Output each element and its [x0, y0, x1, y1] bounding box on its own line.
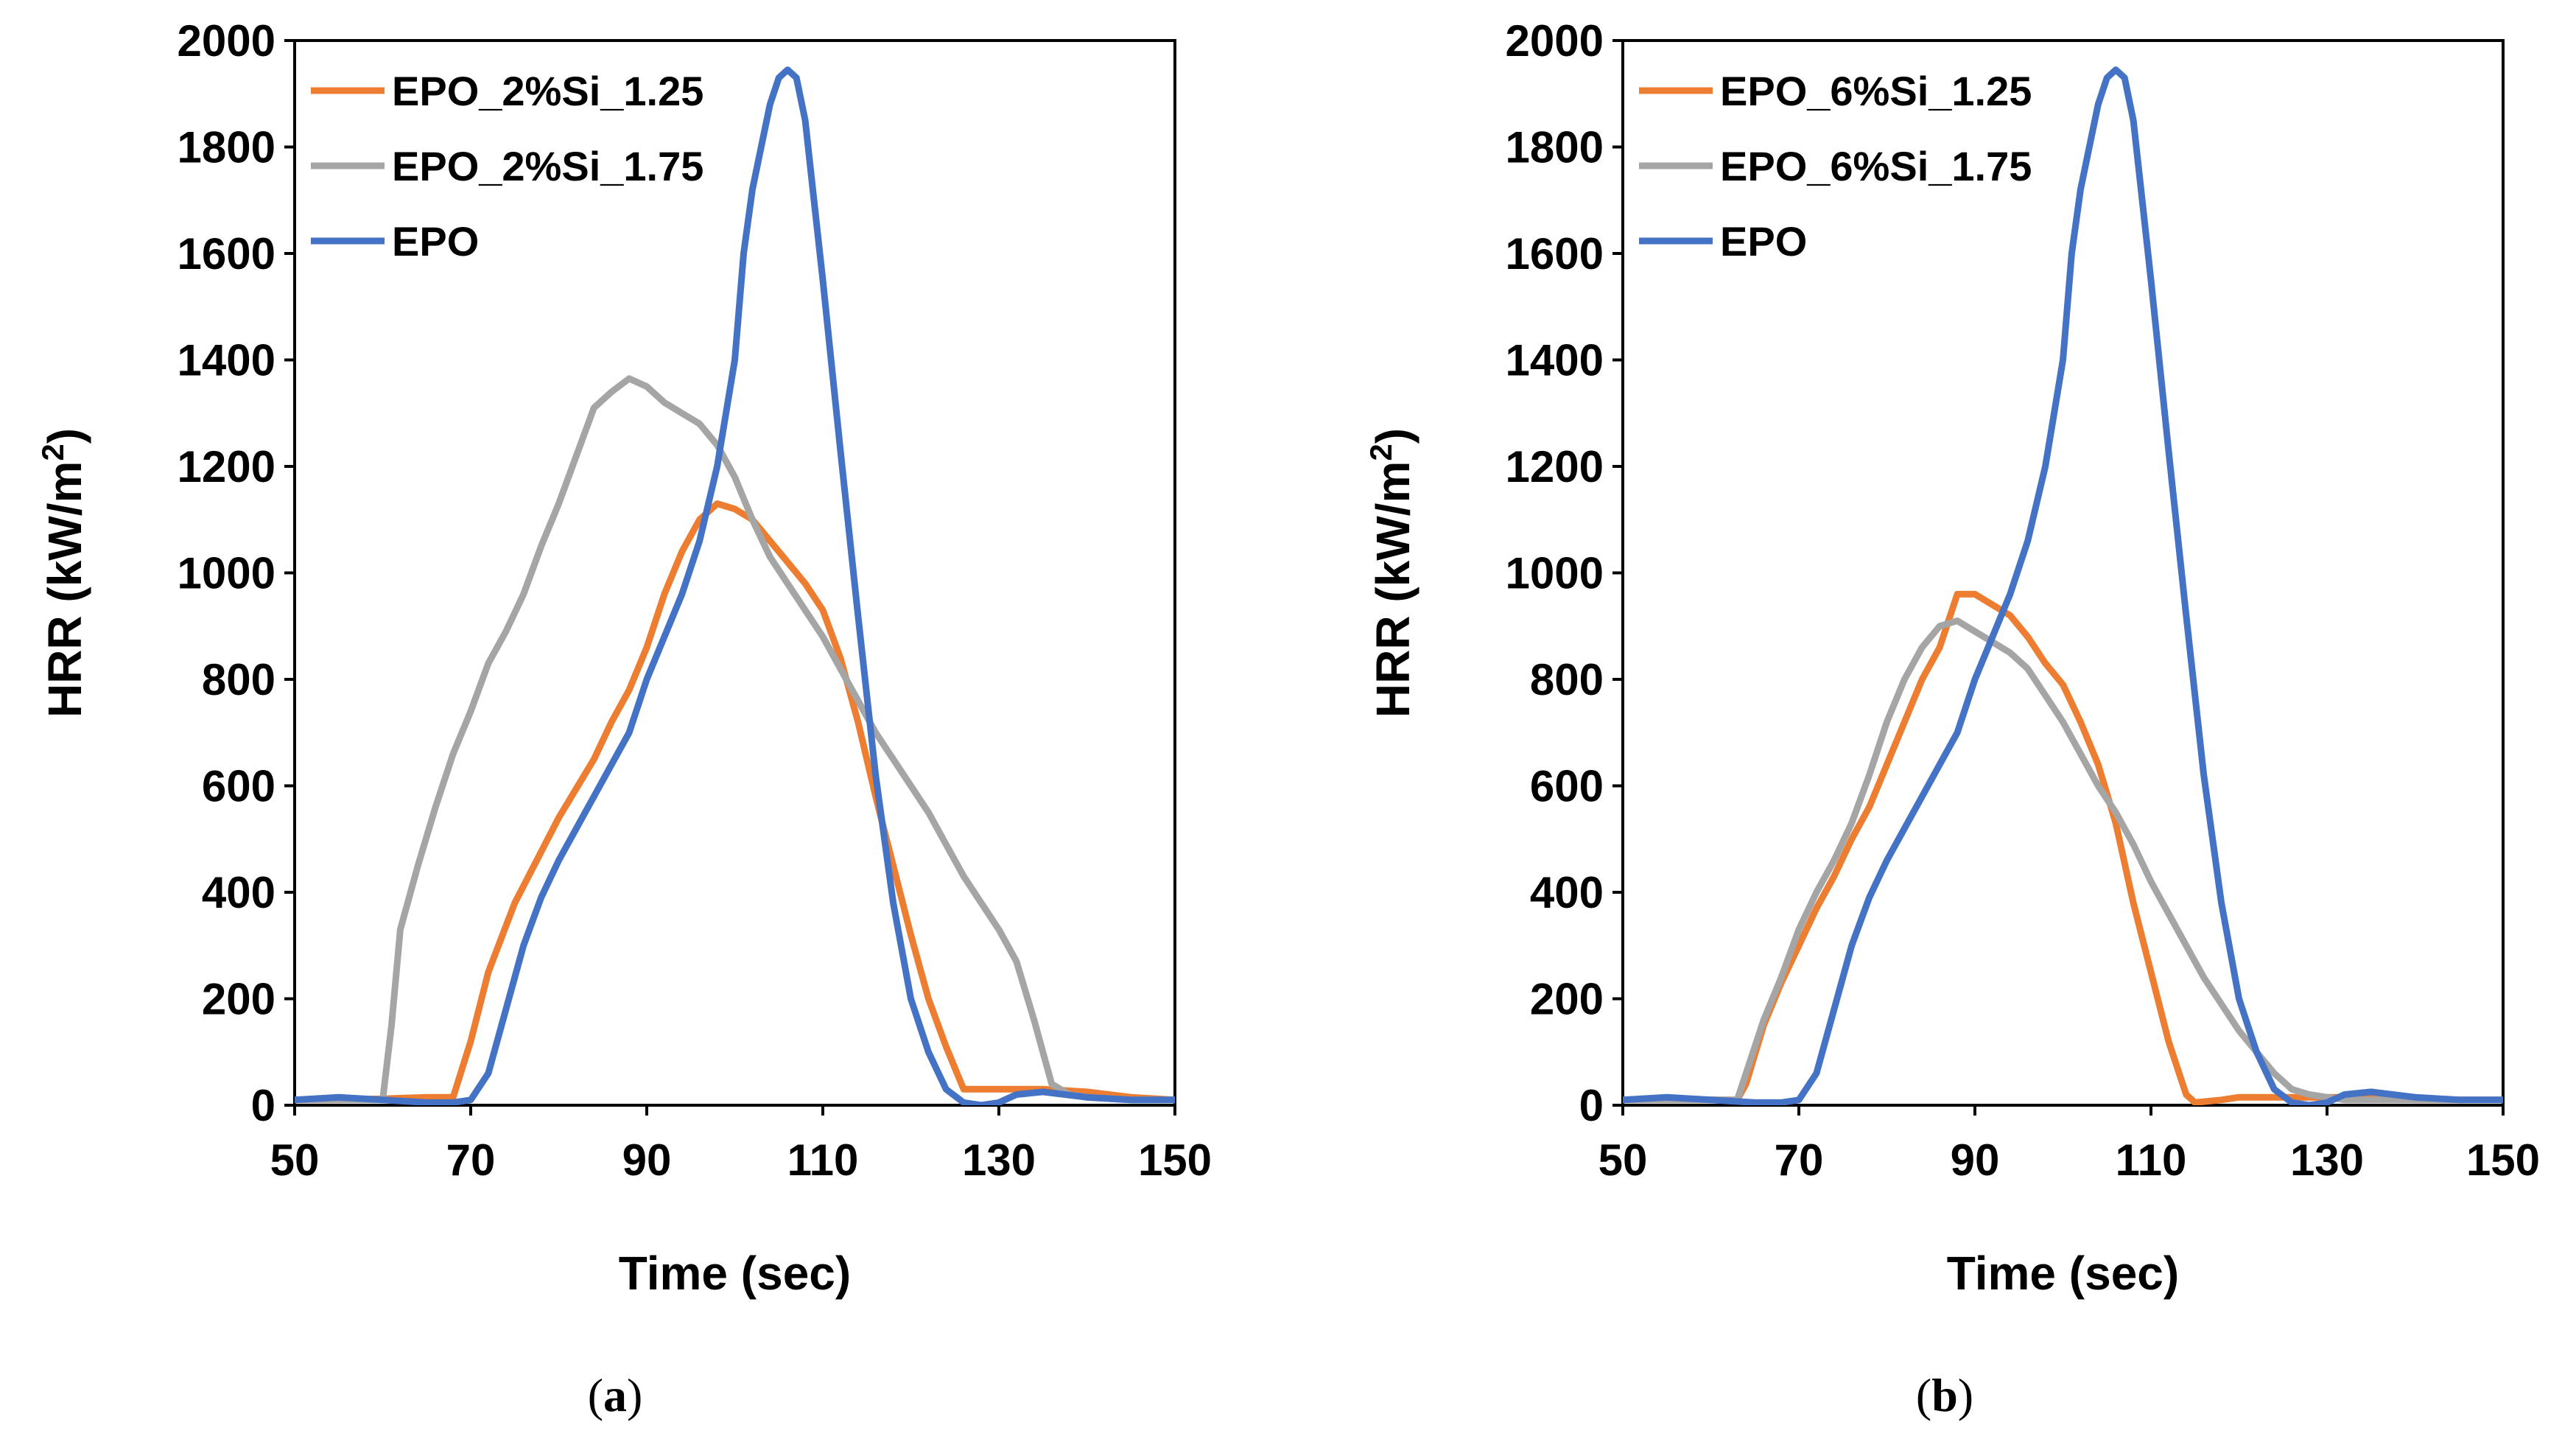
y-tick-label: 1600 [1506, 229, 1604, 279]
y-tick-label: 800 [1530, 655, 1604, 704]
y-tick-label: 1800 [178, 123, 276, 172]
legend-label: EPO_6%Si_1.75 [1720, 143, 2032, 189]
panel-label: (a) [588, 1369, 643, 1421]
x-tick-label: 150 [1138, 1135, 1212, 1185]
x-tick-label: 150 [2466, 1135, 2540, 1185]
legend-label: EPO_6%Si_1.25 [1720, 68, 2032, 114]
legend-label: EPO [392, 218, 479, 265]
x-tick-label: 90 [1951, 1135, 2000, 1185]
series-line-EPO_6%Si_1.25 [1623, 590, 2503, 1105]
chart-panel-a: 0 200 400 600 800 1000 1200 1400 1600 1800 2000 50 7… [35, 16, 1212, 1421]
x-axis-title: Time (sec) [1947, 1247, 2179, 1300]
y-tick-label: 1400 [1506, 336, 1604, 385]
x-tick-label: 130 [2290, 1135, 2364, 1185]
x-tick-label: 70 [1775, 1135, 1824, 1185]
y-axis-title: HRR (kW/m2) [1364, 428, 1419, 718]
legend-label: EPO_2%Si_1.75 [392, 143, 703, 189]
x-tick-label: 50 [1598, 1135, 1648, 1185]
legend-label: EPO_2%Si_1.25 [392, 68, 703, 114]
y-tick-label: 0 [251, 1081, 276, 1130]
y-tick-label: 1200 [1506, 442, 1604, 491]
legend: EPO_2%Si_1.25 EPO_2%Si_1.75 EPO [311, 68, 703, 265]
chart-panel-b: 0 200 400 600 800 1000 1200 1400 1600 1800 2000 50 7… [1364, 16, 2540, 1421]
y-tick-label: 2000 [178, 16, 276, 66]
y-tick-label: 600 [1530, 762, 1604, 811]
x-tick-label: 130 [962, 1135, 1036, 1185]
y-tick-label: 400 [202, 868, 276, 917]
x-tick-label: 70 [446, 1135, 496, 1185]
y-tick-label: 200 [1530, 975, 1604, 1024]
legend: EPO_6%Si_1.25 EPO_6%Si_1.75 EPO [1639, 68, 2032, 265]
y-tick-label: 200 [202, 975, 276, 1024]
series-line-EPO_2%Si_1.75 [295, 375, 1175, 1104]
x-tick-label: 110 [787, 1135, 859, 1185]
x-tick-label: 90 [622, 1135, 672, 1185]
y-tick-label: 1600 [178, 229, 276, 279]
y-axis-title: HRR (kW/m2) [35, 428, 91, 718]
series-line-EPO [295, 66, 1175, 1105]
series-group [295, 66, 1175, 1105]
y-tick-label: 1200 [178, 442, 276, 491]
series-group [1623, 66, 2503, 1105]
y-tick-label: 800 [202, 655, 276, 704]
legend-label: EPO [1720, 218, 1807, 265]
series-line-EPO_6%Si_1.75 [1623, 617, 2503, 1104]
y-tick-label: 400 [1530, 868, 1604, 917]
y-tick-label: 1000 [1506, 549, 1604, 598]
y-tick-label: 0 [1579, 1081, 1604, 1130]
panel-label: (b) [1916, 1369, 1973, 1421]
plot-frame [1621, 39, 2505, 1107]
y-tick-label: 600 [202, 762, 276, 811]
x-tick-label: 50 [270, 1135, 320, 1185]
y-tick-label: 1400 [178, 336, 276, 385]
x-axis-title: Time (sec) [619, 1247, 851, 1300]
y-tick-label: 1000 [178, 549, 276, 598]
series-line-EPO [1623, 66, 2503, 1105]
y-tick-label: 1800 [1506, 123, 1604, 172]
series-line-EPO_2%Si_1.25 [295, 500, 1175, 1104]
x-tick-label: 110 [2116, 1135, 2187, 1185]
plot-frame [293, 39, 1176, 1107]
y-tick-label: 2000 [1506, 16, 1604, 66]
